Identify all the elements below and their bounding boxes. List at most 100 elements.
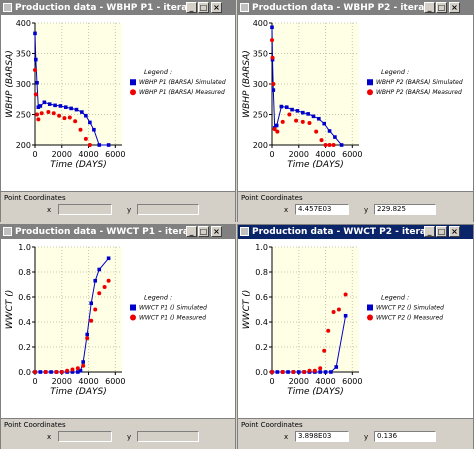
data-point bbox=[318, 366, 323, 371]
data-point bbox=[270, 25, 274, 30]
y-tick-label: 0.4 bbox=[255, 318, 268, 327]
data-point bbox=[287, 112, 292, 117]
minimize-button[interactable]: _ bbox=[186, 2, 197, 13]
legend-title: Legend : bbox=[144, 68, 172, 76]
window-app-icon bbox=[3, 227, 12, 236]
data-point bbox=[74, 107, 79, 112]
x-tick-label: 6000 bbox=[105, 377, 125, 386]
data-point bbox=[326, 328, 331, 333]
close-icon: × bbox=[213, 227, 220, 236]
data-point bbox=[39, 111, 44, 116]
legend-swatch-square bbox=[367, 304, 373, 311]
x-coord-field[interactable] bbox=[58, 204, 112, 215]
data-point bbox=[286, 370, 290, 374]
x-coord-field[interactable] bbox=[58, 431, 112, 442]
x-tick-label: 2000 bbox=[289, 377, 309, 386]
chart-panel[interactable]: 200 250 300 350 400 0 2000 4000 6000 Time (DAYS) W… bbox=[238, 15, 473, 191]
data-point bbox=[97, 267, 102, 272]
maximize-button[interactable]: □ bbox=[436, 226, 447, 237]
close-button[interactable]: × bbox=[211, 226, 222, 237]
data-point bbox=[300, 119, 305, 124]
data-point bbox=[65, 368, 70, 373]
x-coord-label: x bbox=[284, 433, 289, 441]
maximize-button[interactable]: □ bbox=[436, 2, 447, 13]
minimize-button[interactable]: _ bbox=[424, 226, 435, 237]
series-measured bbox=[33, 67, 92, 147]
x-axis-label: Time (DAYS) bbox=[50, 387, 106, 397]
title-bar[interactable]: Production data - WBHP P2 - iteration #2… bbox=[238, 1, 473, 15]
maximize-icon: □ bbox=[437, 227, 446, 236]
data-point bbox=[270, 370, 274, 374]
maximize-icon: □ bbox=[437, 3, 446, 12]
chart-panel[interactable]: 0.0 0.2 0.4 0.6 0.8 1.0 0 2000 4000 6000 Time (DAY… bbox=[1, 239, 235, 418]
x-tick-label: 4000 bbox=[78, 377, 98, 386]
minimize-icon: _ bbox=[427, 3, 432, 12]
legend-entry: WBHP P1 (BARSA) Simulated bbox=[139, 79, 226, 86]
x-tick-label: 6000 bbox=[342, 150, 362, 159]
data-point bbox=[336, 307, 341, 312]
chart-panel[interactable]: 200 250 300 350 400 0 2000 4000 6000 Time (DAYS) W… bbox=[1, 15, 235, 191]
legend-entry: WBHP P2 (BARSA) Measured bbox=[376, 89, 462, 96]
title-bar[interactable]: Production data - WBHP P1 - iteration #2… bbox=[1, 1, 235, 15]
y-tick-label: 400 bbox=[16, 19, 31, 28]
legend-title: Legend : bbox=[381, 294, 409, 302]
title-bar[interactable]: Production data - WWCT P2 - iteration #2… bbox=[238, 225, 473, 239]
legend-entry: WWCT P2 () Measured bbox=[376, 315, 443, 322]
series-measured bbox=[33, 278, 111, 374]
y-tick-label: 0.6 bbox=[255, 293, 268, 302]
minimize-button[interactable]: _ bbox=[424, 2, 435, 13]
data-point bbox=[333, 135, 337, 139]
x-coord-field[interactable]: 3.898E03 bbox=[295, 431, 349, 442]
data-point bbox=[33, 67, 37, 72]
x-coord-field[interactable]: 4.457E03 bbox=[295, 204, 349, 215]
y-coord-label: y bbox=[127, 433, 132, 441]
y-tick-label: 1.0 bbox=[255, 243, 268, 252]
data-point bbox=[69, 106, 73, 111]
data-point bbox=[329, 370, 333, 374]
data-point bbox=[88, 120, 92, 125]
data-point bbox=[54, 370, 59, 374]
maximize-button[interactable]: □ bbox=[198, 2, 209, 13]
y-coord-field[interactable]: 229.825 bbox=[374, 204, 436, 215]
y-tick-label: 0.2 bbox=[18, 343, 31, 352]
data-point bbox=[59, 370, 64, 374]
y-coord-field[interactable] bbox=[137, 204, 199, 215]
data-point bbox=[306, 112, 310, 116]
data-point bbox=[83, 136, 88, 141]
y-tick-label: 400 bbox=[253, 19, 268, 28]
data-point bbox=[38, 104, 43, 108]
minimize-button[interactable]: _ bbox=[186, 226, 197, 237]
chart-panel[interactable]: 0.0 0.2 0.4 0.6 0.8 1.0 0 2000 4000 6000 Time (DAY… bbox=[238, 239, 473, 418]
x-tick-label: 2000 bbox=[289, 150, 309, 159]
data-point bbox=[343, 292, 348, 297]
maximize-button[interactable]: □ bbox=[198, 226, 209, 237]
window-wbhp-p1: Production data - WBHP P1 - iteration #2… bbox=[0, 0, 236, 222]
x-tick-label: 6000 bbox=[342, 377, 362, 386]
data-point bbox=[302, 370, 307, 374]
maximize-icon: □ bbox=[199, 227, 208, 236]
data-point bbox=[279, 104, 284, 109]
legend-swatch-square bbox=[130, 79, 136, 86]
data-point bbox=[311, 114, 316, 119]
legend-swatch-dot bbox=[130, 314, 136, 321]
legend: Legend : WBHP P2 (BARSA) Simulated WBHP P2… bbox=[367, 68, 463, 96]
legend: Legend : WBHP P1 (BARSA) Simulated WBHP P1… bbox=[130, 68, 226, 96]
data-point bbox=[319, 138, 324, 143]
y-tick-label: 0.8 bbox=[255, 268, 268, 277]
close-button[interactable]: × bbox=[449, 2, 460, 13]
data-point bbox=[78, 368, 83, 373]
y-coord-field[interactable] bbox=[137, 431, 199, 442]
close-button[interactable]: × bbox=[449, 226, 460, 237]
data-point bbox=[42, 100, 47, 105]
close-button[interactable]: × bbox=[211, 2, 222, 13]
title-bar[interactable]: Production data - WWCT P1 - iteration #2… bbox=[1, 225, 235, 239]
y-coord-field[interactable]: 0.136 bbox=[374, 431, 436, 442]
x-coord-label: x bbox=[47, 206, 52, 214]
x-tick-label: 0 bbox=[32, 150, 37, 159]
minimize-icon: _ bbox=[427, 227, 432, 236]
data-point bbox=[272, 127, 277, 132]
legend-entry: WWCT P1 () Simulated bbox=[139, 305, 207, 312]
window-title: Production data - WBHP P2 - iteration #2… bbox=[252, 3, 433, 13]
